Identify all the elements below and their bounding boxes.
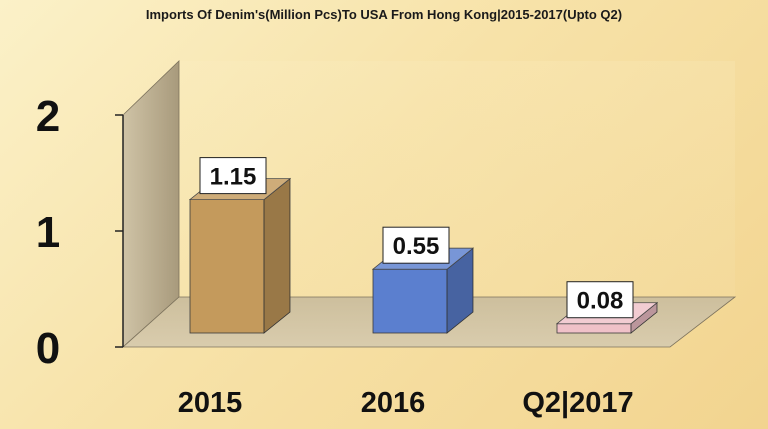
bar-front <box>189 199 265 334</box>
x-tick-label: Q2|2017 <box>522 387 633 419</box>
y-tick-label: 2 <box>36 92 60 141</box>
y-tick-label: 1 <box>36 208 60 257</box>
bar-front <box>372 268 448 334</box>
data-label: 1.15 <box>199 157 267 195</box>
data-label: 0.55 <box>382 226 450 264</box>
data-label-text: 0.08 <box>577 288 624 315</box>
bar-2015 <box>188 177 292 334</box>
data-label-box <box>199 157 267 195</box>
chart-title: Imports Of Denim's(Million Pcs)To USA Fr… <box>145 7 623 22</box>
data-label-text: 1.15 <box>210 164 257 191</box>
data-label: 0.08 <box>566 281 634 319</box>
data-label-text: 0.55 <box>393 233 440 260</box>
x-tick-label: 2015 <box>178 387 243 419</box>
y-tick-label: 0 <box>36 324 60 373</box>
bar-side-shade <box>264 178 290 333</box>
data-label-box <box>382 226 450 264</box>
bar-side-shade <box>631 302 657 333</box>
bar-front <box>556 323 632 334</box>
back-wall <box>179 61 735 297</box>
x-tick-label: 2016 <box>361 387 426 419</box>
bar-side-shade <box>447 248 473 333</box>
data-label-box <box>566 281 634 319</box>
